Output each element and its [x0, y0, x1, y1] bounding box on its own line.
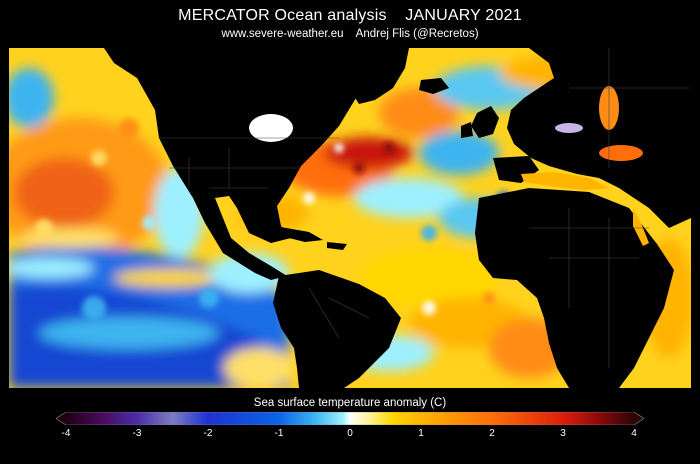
- map-title: MERCATOR Ocean analysis JANUARY 2021: [178, 7, 522, 24]
- colorbar-tick-label: 0: [347, 428, 353, 439]
- colorbar: [56, 412, 644, 425]
- colorbar-tick-label: -2: [203, 428, 213, 439]
- legend-title: Sea surface temperature anomaly (C): [253, 397, 447, 409]
- sst-anomaly-map: [9, 48, 691, 388]
- map-subtitle: www.severe-weather.eu Andrej Flis (@Recr…: [221, 28, 479, 40]
- colorbar-tick-label: -1: [274, 428, 284, 439]
- colorbar-tick-label: 4: [631, 428, 637, 439]
- country-borders: [159, 48, 689, 368]
- map-canvas: [9, 48, 691, 388]
- colorbar-ticks: -4 -3 -2 -1 0 1 2 3 4: [0, 428, 700, 444]
- colorbar-tick-label: 2: [489, 428, 495, 439]
- colorbar-tick-label: -3: [132, 428, 142, 439]
- colorbar-tick-label: -4: [61, 428, 71, 439]
- colorbar-tick-label: 3: [560, 428, 566, 439]
- land-masses: [104, 48, 691, 388]
- colorbar-tick-label: 1: [418, 428, 424, 439]
